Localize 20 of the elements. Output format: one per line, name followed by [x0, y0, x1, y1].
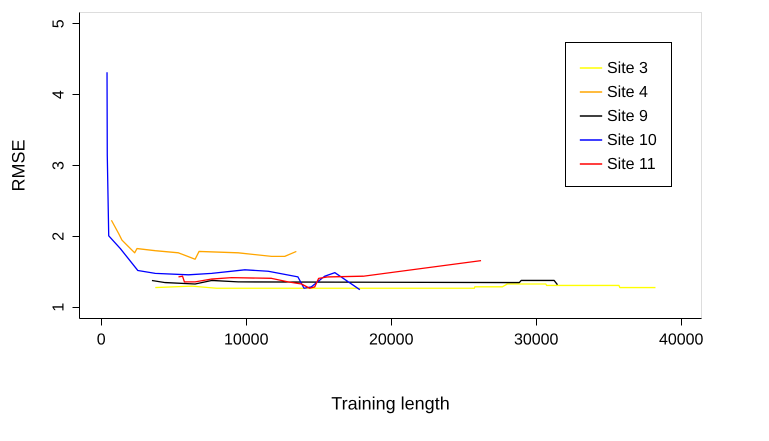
x-axis-title: Training length: [331, 394, 450, 414]
y-axis-title: RMSE: [8, 139, 28, 192]
legend-label: Site 4: [607, 84, 648, 101]
y-tick-label: 3: [50, 160, 68, 170]
line-series: [178, 260, 482, 289]
line-series: [110, 220, 297, 260]
legend-label: Site 10: [607, 132, 657, 149]
x-tick-label: 30000: [514, 332, 559, 348]
y-tick-label: 2: [50, 232, 68, 241]
y-tick-label: 4: [50, 90, 68, 100]
legend-label: Site 9: [607, 108, 648, 125]
line-series: [106, 72, 360, 290]
y-tick-label: 5: [50, 19, 68, 28]
x-tick-label: 40000: [658, 332, 704, 348]
x-tick-label: 20000: [368, 332, 414, 348]
legend-label: Site 11: [607, 156, 656, 173]
x-tick-label: 10000: [224, 332, 269, 348]
legend-label: Site 3: [607, 60, 648, 77]
y-tick-label: 1: [50, 302, 68, 312]
x-tick-label: 0: [96, 332, 106, 348]
